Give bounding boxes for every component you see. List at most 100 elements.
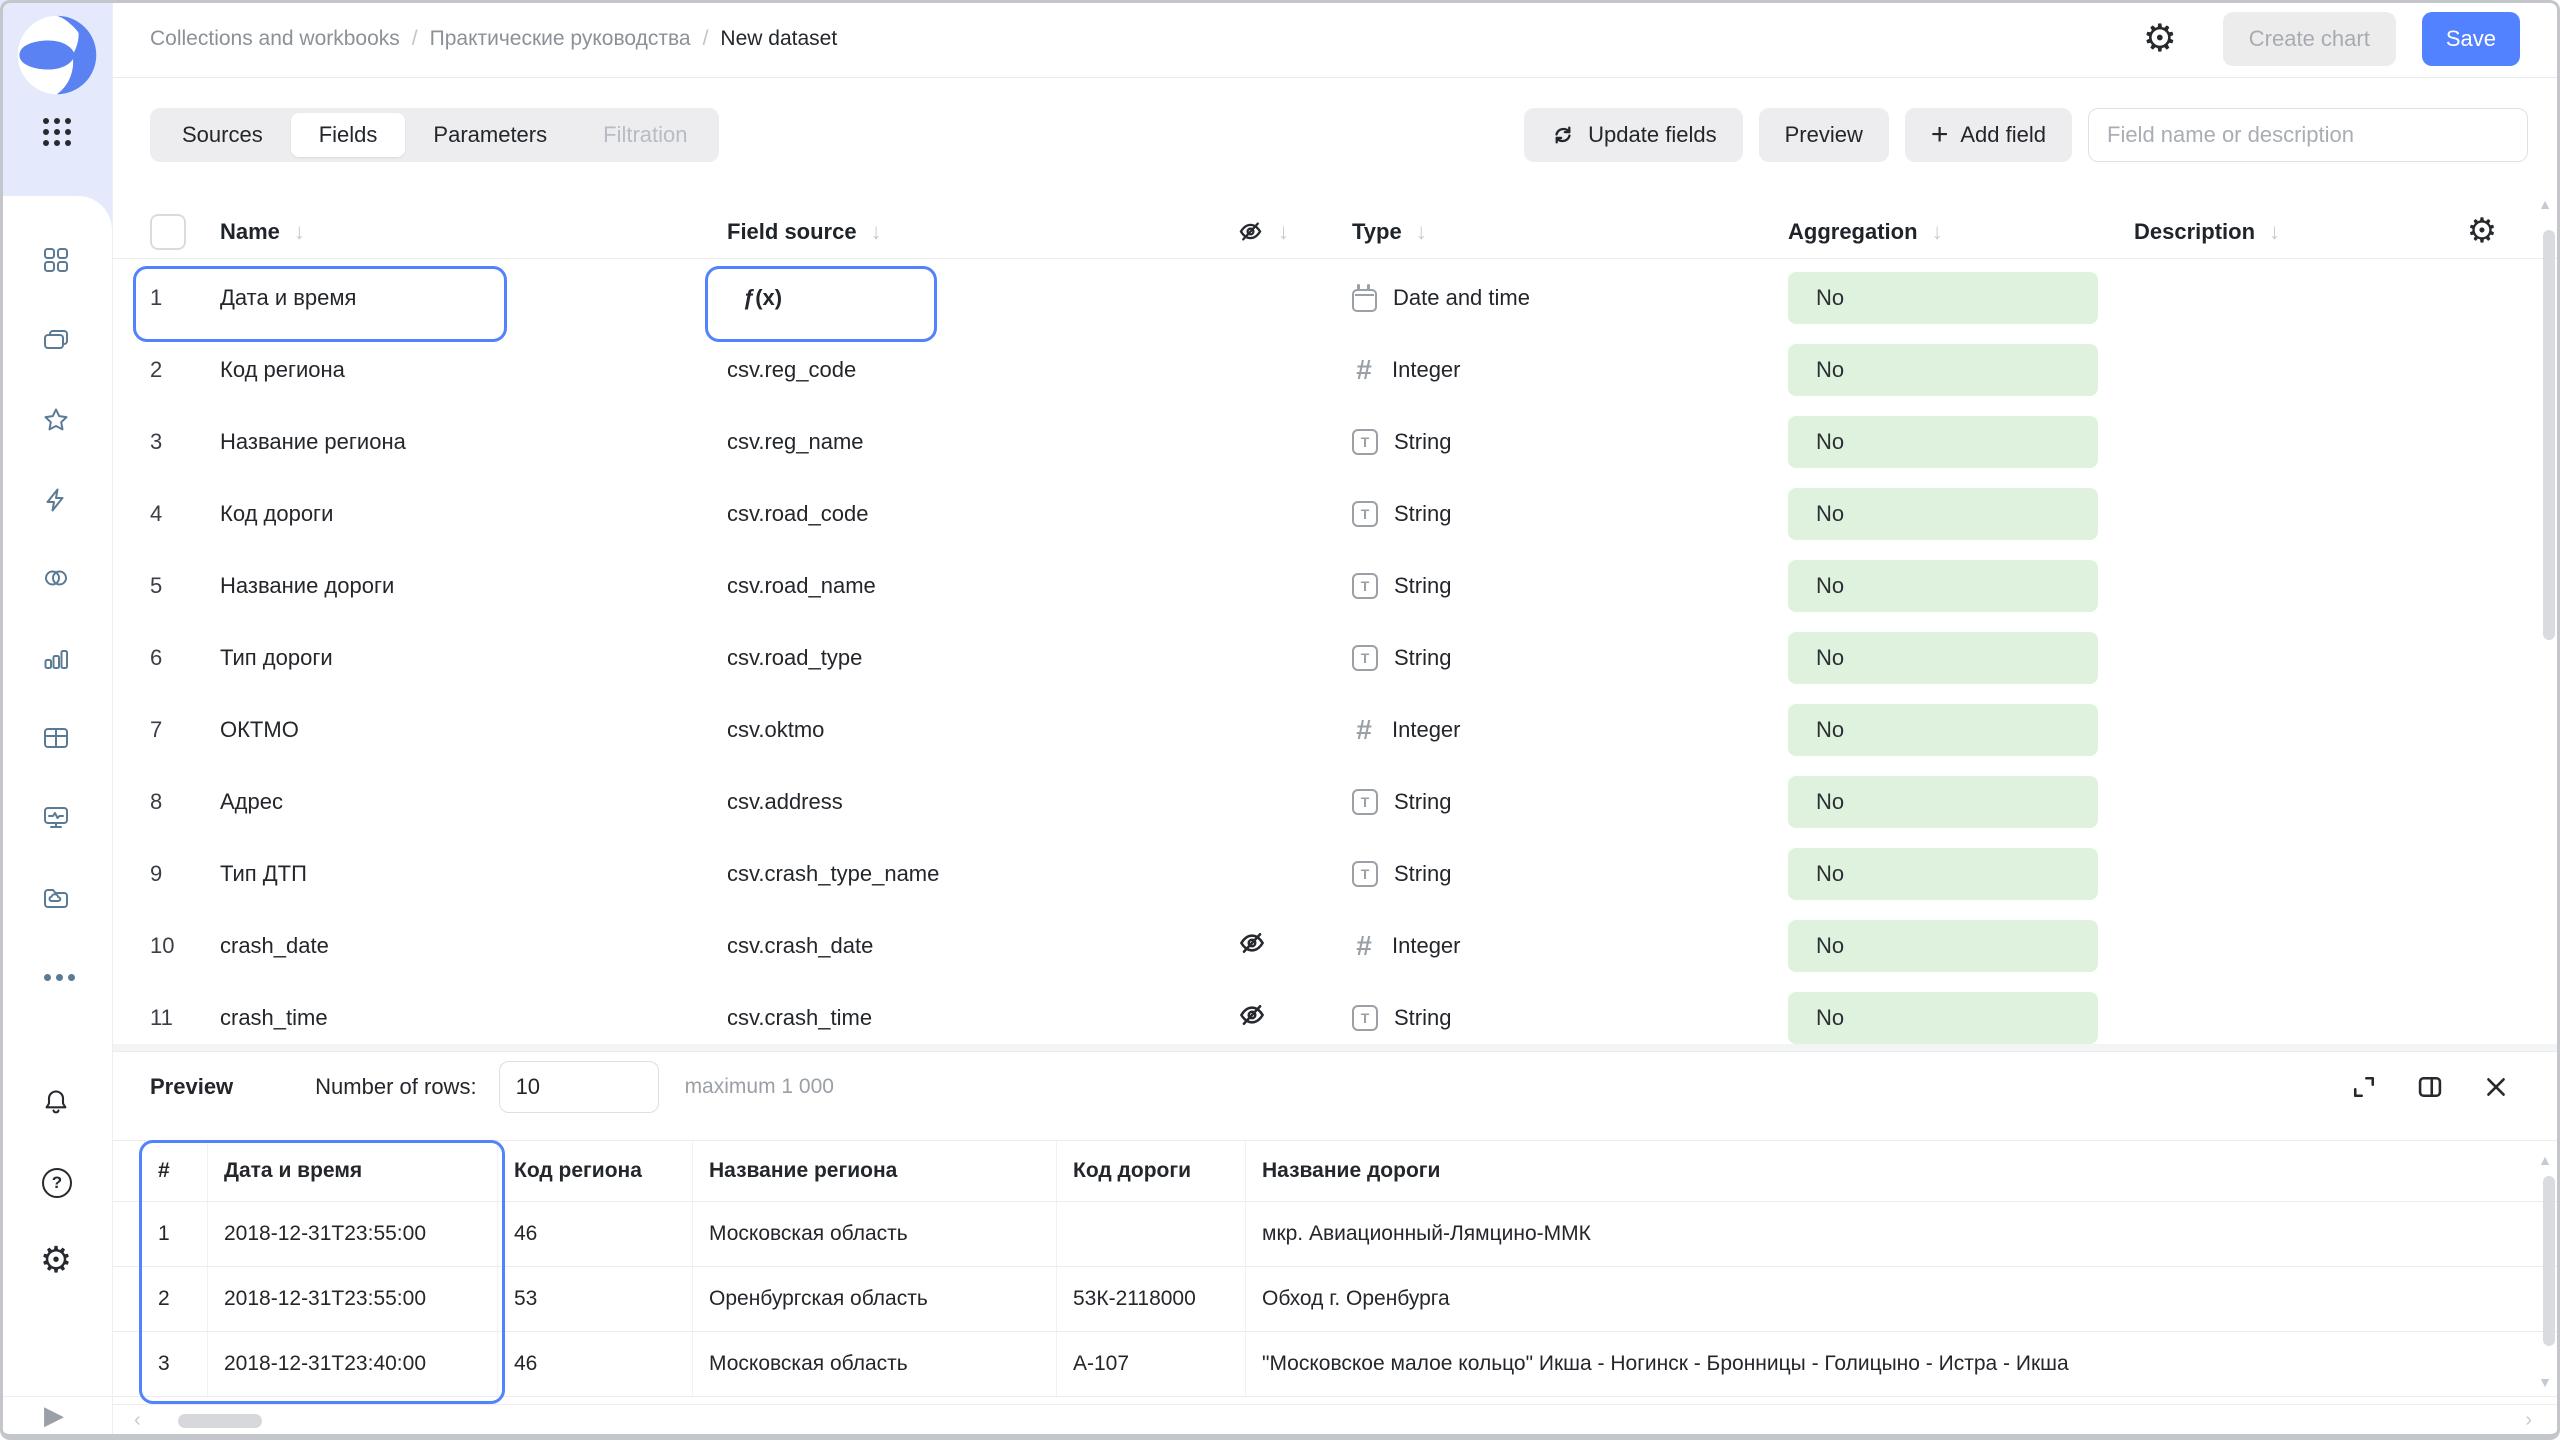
expand-preview-icon[interactable] — [2350, 1073, 2378, 1101]
aggregation-select[interactable]: No — [1788, 344, 2098, 396]
sort-arrow-icon[interactable]: ↓ — [293, 218, 305, 244]
sort-arrow-icon[interactable]: ↓ — [1931, 218, 1943, 244]
dataset-settings-gear-icon[interactable]: ⚙ — [2142, 17, 2177, 60]
save-button[interactable]: Save — [2421, 11, 2520, 66]
column-header-name[interactable]: Name ↓ — [220, 218, 305, 244]
sort-arrow-icon[interactable]: ↓ — [870, 218, 882, 244]
more-ellipsis-icon[interactable] — [44, 974, 51, 981]
field-row[interactable]: 2 Код региона csv.reg_code Integer No — [112, 334, 2560, 406]
field-source-cell[interactable]: csv.crash_type_name — [727, 861, 940, 886]
field-type-cell[interactable]: Integer — [1352, 714, 1788, 746]
column-header-aggregation[interactable]: Aggregation ↓ — [1788, 218, 1943, 244]
aggregation-select[interactable]: No — [1788, 848, 2098, 900]
column-header-description[interactable]: Description ↓ — [2134, 218, 2281, 244]
preview-vertical-scrollbar[interactable] — [2543, 1176, 2555, 1346]
scroll-up-icon[interactable]: ▲ — [2538, 1152, 2552, 1168]
aggregation-select[interactable]: No — [1788, 704, 2098, 756]
select-all-checkbox[interactable] — [150, 213, 186, 250]
field-row[interactable]: 4 Код дороги csv.road_code String No — [112, 478, 2560, 550]
field-type-cell[interactable]: Integer — [1352, 354, 1788, 386]
field-name-cell[interactable]: Тип дороги — [220, 645, 333, 670]
sort-arrow-icon[interactable]: ↓ — [2269, 218, 2281, 244]
field-row[interactable]: 7 ОКТМО csv.oktmo Integer No — [112, 694, 2560, 766]
datasets-circles-icon[interactable] — [42, 564, 70, 592]
field-row[interactable]: 1 Дата и время ƒ(x) Date and time No — [112, 262, 2560, 334]
field-type-cell[interactable]: String — [1352, 645, 1788, 671]
field-type-cell[interactable]: String — [1352, 501, 1788, 527]
breadcrumb-workbook[interactable]: Практические руководства — [429, 26, 691, 50]
table-settings-gear-icon[interactable]: ⚙ — [2466, 212, 2498, 250]
splitter-handle[interactable] — [112, 1044, 2560, 1052]
datalens-logo-icon[interactable] — [16, 14, 98, 96]
tables-icon[interactable] — [42, 724, 70, 752]
field-source-cell[interactable]: csv.crash_date — [727, 933, 874, 958]
add-field-button[interactable]: + Add field — [1904, 108, 2072, 162]
field-row[interactable]: 6 Тип дороги csv.road_type String No — [112, 622, 2560, 694]
aggregation-select[interactable]: No — [1788, 992, 2098, 1044]
fields-vertical-scrollbar[interactable] — [2543, 230, 2555, 640]
aggregation-select[interactable]: No — [1788, 560, 2098, 612]
aggregation-select[interactable]: No — [1788, 776, 2098, 828]
field-source-cell[interactable]: ƒ(x) — [743, 285, 783, 310]
horizontal-scrollbar[interactable]: ‹ › — [112, 1404, 2560, 1437]
field-name-cell[interactable]: ОКТМО — [220, 717, 299, 742]
aggregation-select[interactable]: No — [1788, 272, 2098, 324]
field-source-cell[interactable]: csv.road_code — [727, 501, 869, 526]
field-name-cell[interactable]: Название дороги — [220, 573, 395, 598]
field-source-cell[interactable]: csv.road_type — [727, 645, 863, 670]
scroll-right-icon[interactable]: › — [2525, 1409, 2532, 1431]
favorites-star-icon[interactable] — [42, 406, 70, 434]
settings-gear-icon[interactable]: ⚙ — [39, 1239, 73, 1280]
apps-grid-icon[interactable] — [43, 118, 49, 124]
field-row[interactable]: 8 Адрес csv.address String No — [112, 766, 2560, 838]
split-view-icon[interactable] — [2416, 1073, 2444, 1101]
field-name-cell[interactable]: Код дороги — [220, 501, 334, 526]
field-type-cell[interactable]: String — [1352, 861, 1788, 887]
field-name-cell[interactable]: Код региона — [220, 357, 345, 382]
sort-arrow-icon[interactable]: ↓ — [1278, 218, 1289, 244]
aggregation-select[interactable]: No — [1788, 416, 2098, 468]
horizontal-scrollbar-thumb[interactable] — [178, 1414, 262, 1428]
aggregation-select[interactable]: No — [1788, 632, 2098, 684]
rows-count-input[interactable] — [498, 1061, 659, 1113]
sort-arrow-icon[interactable]: ↓ — [1415, 218, 1427, 244]
hidden-eye-icon[interactable] — [1237, 1000, 1267, 1030]
tab-sources[interactable]: Sources — [182, 122, 263, 147]
field-type-cell[interactable]: String — [1352, 789, 1788, 815]
field-search-input[interactable] — [2088, 108, 2528, 162]
field-source-cell[interactable]: csv.reg_code — [727, 357, 857, 382]
charts-bars-icon[interactable] — [42, 644, 70, 672]
column-header-source[interactable]: Field source ↓ — [727, 218, 882, 244]
field-name-cell[interactable]: Дата и время — [220, 285, 357, 310]
field-row[interactable]: 5 Название дороги csv.road_name String N… — [112, 550, 2560, 622]
field-type-cell[interactable]: String — [1352, 573, 1788, 599]
scroll-left-icon[interactable]: ‹ — [134, 1409, 141, 1431]
help-icon[interactable]: ? — [42, 1168, 72, 1198]
field-row[interactable]: 9 Тип ДТП csv.crash_type_name String No — [112, 838, 2560, 910]
field-name-cell[interactable]: crash_date — [220, 933, 329, 958]
field-source-cell[interactable]: csv.road_name — [727, 573, 876, 598]
monitoring-icon[interactable] — [42, 804, 70, 832]
column-header-hidden[interactable]: ↓ — [1237, 218, 1352, 245]
aggregation-select[interactable]: No — [1788, 920, 2098, 972]
expand-sidebar-icon[interactable]: ▶ — [44, 1400, 64, 1430]
tab-parameters[interactable]: Parameters — [433, 122, 548, 147]
quick-actions-bolt-icon[interactable] — [42, 486, 70, 514]
field-source-cell[interactable]: csv.reg_name — [727, 429, 864, 454]
column-header-type[interactable]: Type ↓ — [1352, 218, 1427, 244]
field-type-cell[interactable]: String — [1352, 429, 1788, 455]
field-name-cell[interactable]: Адрес — [220, 789, 283, 814]
field-type-cell[interactable]: Date and time — [1352, 283, 1788, 312]
hidden-eye-icon[interactable] — [1237, 928, 1267, 958]
field-source-cell[interactable]: csv.address — [727, 789, 843, 814]
tab-fields[interactable]: Fields — [290, 113, 406, 157]
dashboards-icon[interactable] — [42, 246, 70, 274]
scroll-up-icon[interactable]: ▲ — [2538, 196, 2552, 212]
field-row[interactable]: 10 crash_date csv.crash_date Integer No — [112, 910, 2560, 982]
storage-folder-icon[interactable] — [42, 884, 70, 912]
field-source-cell[interactable]: csv.crash_time — [727, 1005, 873, 1030]
scroll-down-icon[interactable]: ▼ — [2538, 1374, 2552, 1390]
create-chart-button[interactable]: Create chart — [2222, 11, 2396, 66]
breadcrumb-collections[interactable]: Collections and workbooks — [150, 26, 400, 50]
field-name-cell[interactable]: Тип ДТП — [220, 861, 307, 886]
